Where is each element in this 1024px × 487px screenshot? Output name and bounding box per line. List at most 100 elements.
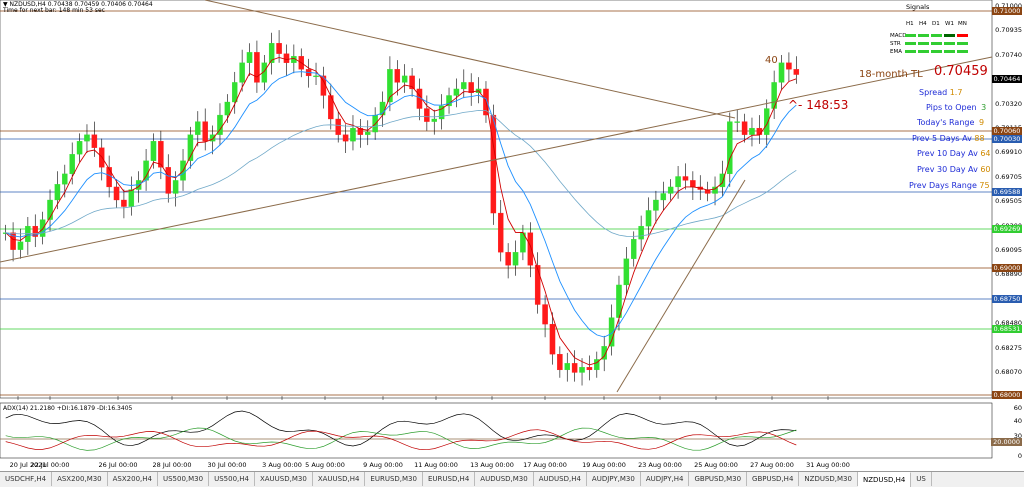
candle-body: [542, 304, 548, 325]
candle-body: [557, 354, 563, 371]
signal-indicator: [918, 50, 929, 53]
prev30-value: 60: [980, 165, 991, 174]
candle-body: [84, 134, 90, 142]
chart-tab-xauusd-m30[interactable]: XAUUSD,M30: [255, 472, 313, 486]
candle-body: [335, 118, 341, 135]
price-tag: 0.69588: [992, 188, 1022, 196]
candle-body: [431, 118, 437, 122]
chart-tab-asx200-m30[interactable]: ASX200,M30: [52, 472, 108, 486]
time-axis-label: 28 Jul 00:00: [152, 461, 192, 469]
candle-body: [32, 225, 39, 237]
chart-tab-eurusd-h4[interactable]: EURUSD,H4: [423, 472, 476, 486]
today-range-value: 9: [978, 118, 985, 127]
candle-body: [749, 127, 755, 135]
candle-body: [113, 186, 120, 201]
price-tag: 0.69269: [992, 225, 1022, 233]
prev10-label: Prev 10 Day Av 64: [917, 149, 991, 158]
candle-body: [579, 367, 585, 373]
recent-support-trendline: [616, 179, 746, 393]
candle-body: [357, 127, 364, 135]
chart-tab-eurusd-m30[interactable]: EURUSD,M30: [365, 472, 423, 486]
candle-body: [764, 108, 770, 135]
candle-body: [771, 82, 777, 109]
chart-tab-gbpusd-m30[interactable]: GBPUSD,M30: [689, 472, 748, 486]
candle-body: [246, 52, 253, 63]
candle-body: [719, 173, 726, 188]
candle-body: [47, 199, 53, 220]
time-axis-label: 27 Aug 00:00: [750, 461, 794, 469]
candle-body: [10, 232, 16, 250]
signal-row-label: EMA: [890, 49, 902, 55]
candle-body: [39, 219, 46, 237]
signal-indicator: [944, 50, 955, 53]
price-axis-label: 0.68480: [995, 319, 1022, 328]
price-axis-label: 0.69910: [995, 148, 1022, 157]
price-tag: 0.68750: [992, 295, 1022, 303]
signal-indicator: [957, 34, 968, 37]
spread-value: 1.7: [949, 88, 963, 97]
candle-body: [534, 265, 541, 305]
candle-body: [675, 176, 681, 188]
chart-tab-audusd-m30[interactable]: AUDUSD,M30: [475, 472, 534, 486]
time-axis-label: 19 Aug 00:00: [582, 461, 626, 469]
candle-body: [231, 82, 238, 103]
signal-indicator: [905, 34, 916, 37]
chart-tab-nzdusd-m30[interactable]: NZDUSD,M30: [799, 472, 858, 486]
candle-body: [254, 52, 260, 83]
candle-body: [276, 43, 282, 54]
prev5-value: 88: [974, 134, 985, 143]
candle-body: [453, 88, 460, 96]
chart-tab-asx200-h4[interactable]: ASX200,H4: [108, 472, 158, 486]
chart-tab-usdchf-h4[interactable]: USDCHF,H4: [0, 472, 53, 486]
chart-tab-audjpy-m30[interactable]: AUDJPY,M30: [587, 472, 641, 486]
signal-indicator: [944, 34, 955, 37]
time-axis-label: 13 Aug 00:00: [470, 461, 514, 469]
candle-body: [623, 258, 630, 286]
candle-body: [54, 184, 61, 201]
chart-tab-gbpusd-h4[interactable]: GBPUSD,H4: [747, 472, 800, 486]
signal-indicator: [905, 42, 916, 45]
chart-tab-audjpy-h4[interactable]: AUDJPY,H4: [641, 472, 690, 486]
plus-di-line: [5, 427, 797, 451]
signal-row-label: MACD: [890, 33, 907, 39]
bar-timer: Time for next bar: 148 min 53 sec: [3, 7, 105, 14]
signal-indicator: [905, 50, 916, 53]
candle-body: [741, 121, 748, 135]
chart-tab-xauusd-h4[interactable]: XAUUSD,H4: [313, 472, 366, 486]
price-tag: 0.69000: [992, 264, 1022, 272]
adx-label: ADX(14) 21.2180 +DI:16.1879 -DI:16.3405: [3, 405, 133, 412]
time-axis-label: 5 Aug 00:00: [305, 461, 345, 469]
chart-tab-us500-h4[interactable]: US500,H4: [209, 472, 255, 486]
candle-body: [667, 186, 674, 194]
candle-body: [601, 346, 607, 360]
candle-body: [424, 108, 430, 122]
ascending-trendline-18-month: [0, 56, 993, 263]
candle-body: [150, 141, 157, 161]
signal-indicator: [931, 50, 942, 53]
candle-body: [69, 154, 75, 175]
adx-scale-label: 0: [1017, 452, 1022, 460]
candle-body: [653, 199, 659, 211]
signal-indicator: [918, 34, 929, 37]
candle-body: [409, 75, 415, 90]
chart-tab-us[interactable]: US: [911, 472, 932, 486]
candle-body: [505, 252, 511, 266]
price-axis-label: 0.68070: [995, 368, 1022, 376]
chart-tab-us500-m30[interactable]: US500,M30: [158, 472, 210, 486]
candle-body: [165, 167, 171, 194]
price-axis-label: 0.68890: [995, 270, 1022, 279]
price-axis-label: 0.70320: [995, 99, 1022, 108]
price-axis-label: 0.68275: [995, 343, 1022, 352]
prev5-label: Prev 5 Days Av 88: [912, 134, 985, 143]
signals-panel: Signals H1 H4 D1 W1 MN MACD STR EMA: [890, 3, 968, 59]
price-axis-label: 0.71000: [995, 2, 1022, 10]
time-axis-label: 30 Jul 00:00: [207, 461, 247, 469]
time-axis-label: 9 Aug 00:00: [363, 461, 403, 469]
price-tag: 0.68531: [992, 325, 1022, 333]
signal-column-header: MN: [958, 21, 967, 27]
chart-tab-audusd-h4[interactable]: AUDUSD,H4: [534, 472, 587, 486]
candle-body: [468, 82, 474, 94]
candle-body: [660, 193, 667, 201]
chart-tab-nzdusd-h4[interactable]: NZDUSD,H4: [857, 472, 912, 487]
